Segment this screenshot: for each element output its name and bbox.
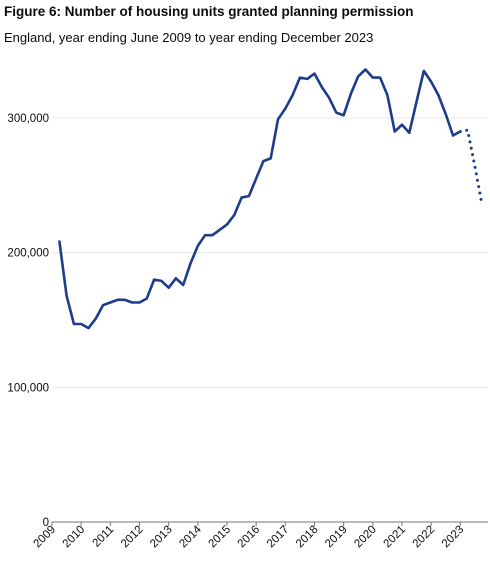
- x-tick-label: 2013: [148, 524, 175, 551]
- gridlines: [52, 117, 488, 388]
- x-tick-label: 2012: [119, 524, 146, 551]
- x-tick-label: 2009: [32, 524, 59, 551]
- x-tick-label: 2015: [207, 524, 234, 551]
- x-tick-label: 2014: [177, 523, 204, 550]
- x-tick-label: 2022: [411, 524, 438, 551]
- x-tick-label: 2021: [382, 524, 409, 551]
- series-line: [58, 68, 461, 330]
- x-tick-label: 2020: [352, 524, 379, 551]
- series-lines: [58, 68, 484, 330]
- y-tick-label: 300,000: [7, 113, 49, 125]
- x-tick-label: 2018: [294, 524, 321, 551]
- axes: [51, 521, 488, 526]
- y-tick-label: 0: [43, 517, 49, 529]
- chart-subtitle: England, year ending June 2009 to year e…: [4, 30, 374, 45]
- x-tick-label: 2011: [90, 524, 116, 550]
- x-tick-label: 2010: [61, 524, 88, 551]
- x-tick-label: 2019: [323, 524, 350, 551]
- x-tick-label: 2016: [236, 524, 263, 551]
- chart-title: Figure 6: Number of housing units grante…: [4, 4, 414, 19]
- series-line-dotted: [458, 128, 484, 207]
- x-tick-label: 2023: [440, 524, 467, 551]
- y-tick-label: 200,000: [7, 248, 49, 260]
- y-tick-label: 100,000: [7, 382, 49, 394]
- x-tick-label: 2017: [265, 524, 292, 551]
